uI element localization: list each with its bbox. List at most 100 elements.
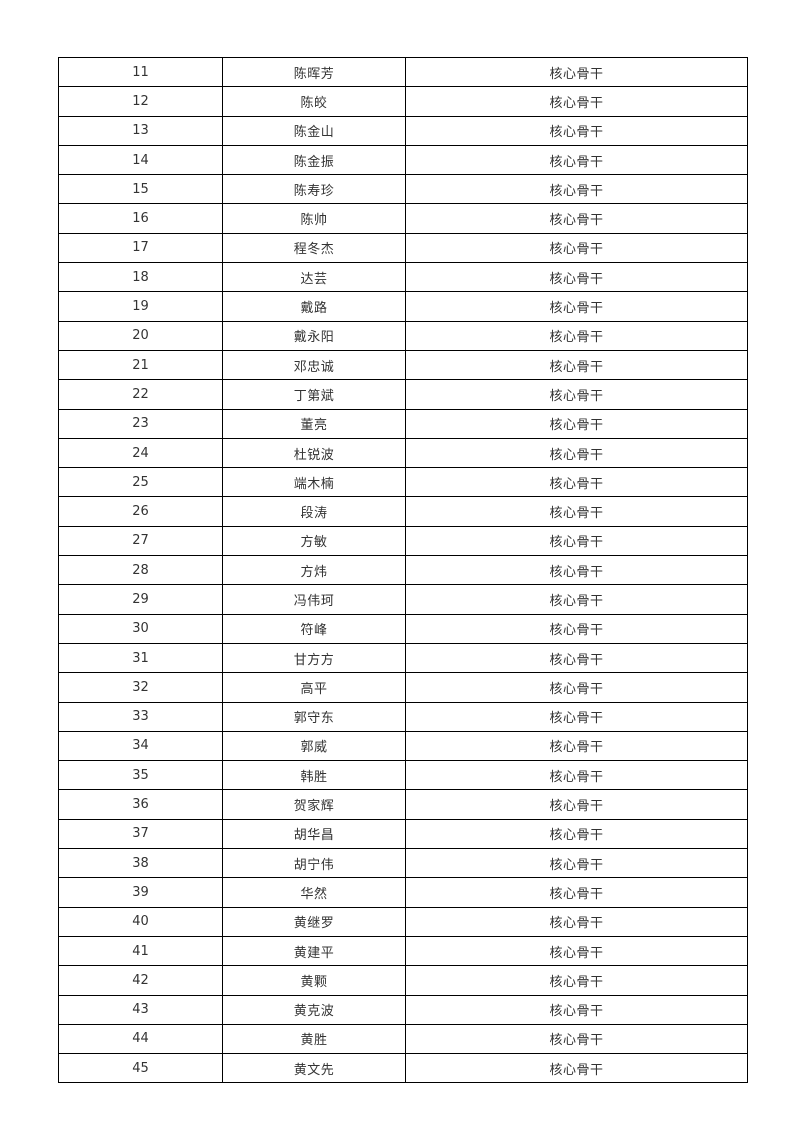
table-row: 24 杜锐波 核心骨干: [58, 437, 748, 469]
row-name-cell: 贺家辉: [222, 789, 406, 820]
row-role-cell: 核心骨干: [405, 232, 748, 264]
row-name-cell: 黄建平: [222, 935, 406, 967]
row-number-cell: 40: [58, 906, 223, 937]
table-row: 33 郭守东 核心骨干: [58, 701, 748, 732]
table-row: 15 陈寿珍 核心骨干: [58, 174, 748, 205]
row-role-cell: 核心骨干: [405, 877, 748, 908]
row-number-cell: 44: [58, 1023, 223, 1055]
row-role-cell: 核心骨干: [405, 760, 748, 791]
row-role-cell: 核心骨干: [405, 525, 748, 557]
row-role-cell: 核心骨干: [405, 994, 748, 1025]
row-number-cell: 15: [58, 174, 223, 205]
row-number-cell: 38: [58, 848, 223, 879]
row-name-cell: 端木楠: [222, 467, 406, 498]
row-name-cell: 郭守东: [222, 701, 406, 732]
row-role-cell: 核心骨干: [405, 642, 748, 674]
row-role-cell: 核心骨干: [405, 935, 748, 967]
table-row: 27 方敏 核心骨干: [58, 525, 748, 557]
row-number-cell: 17: [58, 232, 223, 264]
table-row: 12 陈皎 核心骨干: [58, 86, 748, 117]
row-number-cell: 23: [58, 408, 223, 439]
row-name-cell: 符峰: [222, 613, 406, 644]
table-row: 43 黄克波 核心骨干: [58, 994, 748, 1025]
row-name-cell: 达芸: [222, 262, 406, 293]
row-name-cell: 郭威: [222, 730, 406, 762]
row-name-cell: 戴永阳: [222, 320, 406, 351]
row-role-cell: 核心骨干: [405, 320, 748, 351]
table-row: 36 贺家辉 核心骨干: [58, 789, 748, 820]
row-name-cell: 程冬杰: [222, 232, 406, 264]
table-row: 41 黄建平 核心骨干: [58, 935, 748, 967]
row-name-cell: 黄文先: [222, 1053, 406, 1084]
row-role-cell: 核心骨干: [405, 555, 748, 586]
row-role-cell: 核心骨干: [405, 56, 748, 88]
row-number-cell: 33: [58, 701, 223, 732]
row-number-cell: 35: [58, 760, 223, 791]
row-role-cell: 核心骨干: [405, 818, 748, 850]
row-role-cell: 核心骨干: [405, 144, 748, 176]
row-name-cell: 胡宁伟: [222, 848, 406, 879]
table-row: 18 达芸 核心骨干: [58, 262, 748, 293]
table-row: 28 方炜 核心骨干: [58, 555, 748, 586]
table-row: 14 陈金振 核心骨干: [58, 144, 748, 176]
row-role-cell: 核心骨干: [405, 379, 748, 410]
table-row: 13 陈金山 核心骨干: [58, 115, 748, 146]
row-number-cell: 42: [58, 965, 223, 996]
row-role-cell: 核心骨干: [405, 467, 748, 498]
table-row: 31 甘方方 核心骨干: [58, 642, 748, 674]
row-name-cell: 高平: [222, 672, 406, 703]
row-role-cell: 核心骨干: [405, 496, 748, 527]
row-number-cell: 19: [58, 291, 223, 322]
table-row: 39 华然 核心骨干: [58, 877, 748, 908]
table-row: 34 郭威 核心骨干: [58, 730, 748, 762]
table-row: 37 胡华昌 核心骨干: [58, 818, 748, 850]
row-role-cell: 核心骨干: [405, 848, 748, 879]
row-role-cell: 核心骨干: [405, 1023, 748, 1055]
row-number-cell: 27: [58, 525, 223, 557]
row-name-cell: 方敏: [222, 525, 406, 557]
row-number-cell: 36: [58, 789, 223, 820]
row-name-cell: 黄颗: [222, 965, 406, 996]
row-role-cell: 核心骨干: [405, 906, 748, 937]
row-number-cell: 34: [58, 730, 223, 762]
table-row: 20 戴永阳 核心骨干: [58, 320, 748, 351]
row-name-cell: 段涛: [222, 496, 406, 527]
roster-table-body: 11 陈晖芳 核心骨干 12 陈皎 核心骨干 13 陈金山 核心骨干 14 陈金…: [58, 56, 748, 1084]
row-role-cell: 核心骨干: [405, 701, 748, 732]
row-number-cell: 22: [58, 379, 223, 410]
row-name-cell: 冯伟珂: [222, 584, 406, 615]
roster-table: 11 陈晖芳 核心骨干 12 陈皎 核心骨干 13 陈金山 核心骨干 14 陈金…: [58, 56, 748, 1084]
row-role-cell: 核心骨干: [405, 262, 748, 293]
row-name-cell: 韩胜: [222, 760, 406, 791]
row-number-cell: 21: [58, 349, 223, 381]
row-role-cell: 核心骨干: [405, 789, 748, 820]
row-number-cell: 37: [58, 818, 223, 850]
table-row: 21 邓忠诚 核心骨干: [58, 349, 748, 381]
row-number-cell: 45: [58, 1053, 223, 1084]
row-role-cell: 核心骨干: [405, 437, 748, 469]
row-number-cell: 28: [58, 555, 223, 586]
row-name-cell: 陈帅: [222, 203, 406, 234]
row-name-cell: 陈寿珍: [222, 174, 406, 205]
table-row: 32 高平 核心骨干: [58, 672, 748, 703]
row-number-cell: 13: [58, 115, 223, 146]
row-role-cell: 核心骨干: [405, 203, 748, 234]
row-number-cell: 30: [58, 613, 223, 644]
table-row: 19 戴路 核心骨干: [58, 291, 748, 322]
row-name-cell: 黄继罗: [222, 906, 406, 937]
row-number-cell: 24: [58, 437, 223, 469]
row-name-cell: 陈皎: [222, 86, 406, 117]
row-role-cell: 核心骨干: [405, 291, 748, 322]
table-row: 40 黄继罗 核心骨干: [58, 906, 748, 937]
row-number-cell: 12: [58, 86, 223, 117]
row-number-cell: 14: [58, 144, 223, 176]
row-name-cell: 邓忠诚: [222, 349, 406, 381]
table-row: 38 胡宁伟 核心骨干: [58, 848, 748, 879]
row-role-cell: 核心骨干: [405, 115, 748, 146]
table-row: 42 黄颗 核心骨干: [58, 965, 748, 996]
row-number-cell: 43: [58, 994, 223, 1025]
table-row: 23 董亮 核心骨干: [58, 408, 748, 439]
row-role-cell: 核心骨干: [405, 613, 748, 644]
row-number-cell: 32: [58, 672, 223, 703]
